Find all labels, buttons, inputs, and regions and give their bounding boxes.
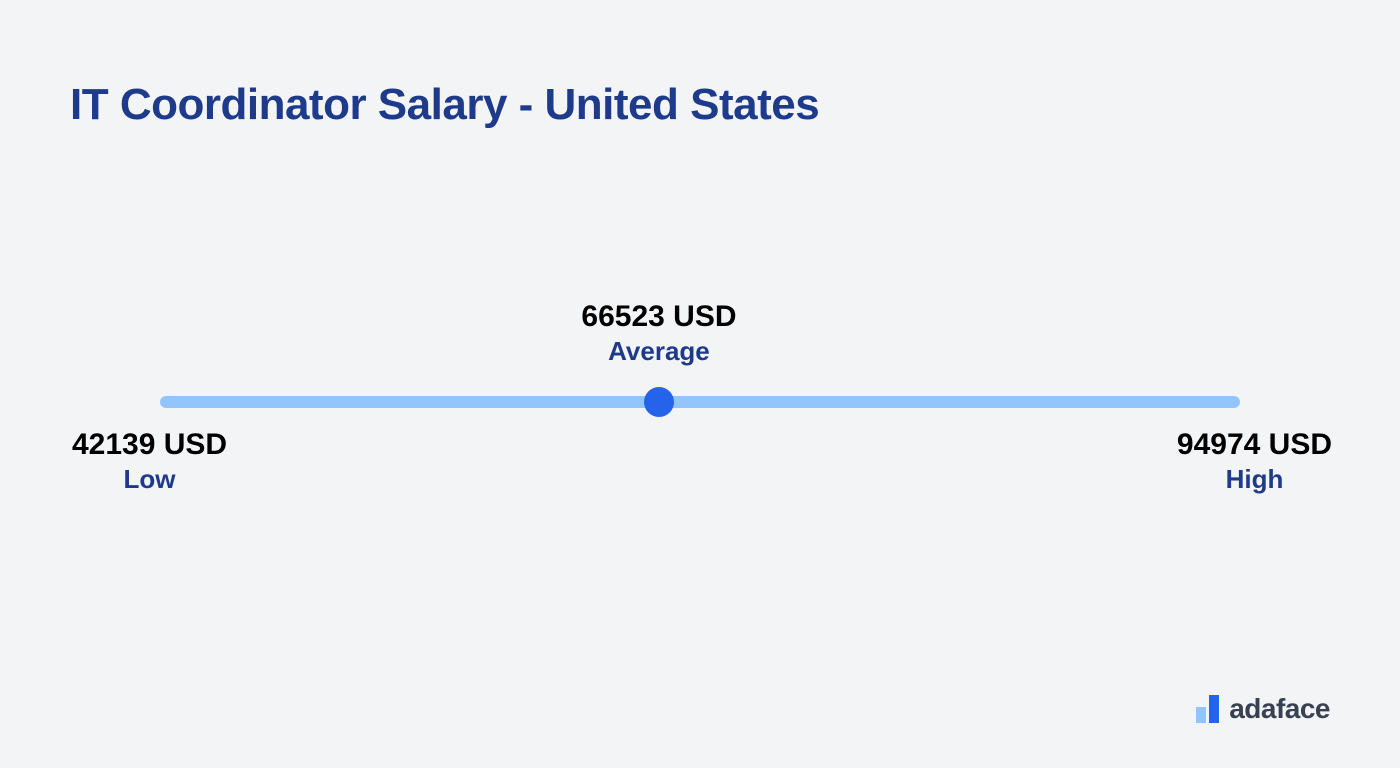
high-value: 94974 USD	[1177, 428, 1332, 462]
chart-title: IT Coordinator Salary - United States	[70, 80, 1330, 130]
infographic-container: IT Coordinator Salary - United States 66…	[0, 0, 1400, 768]
logo-bars-icon	[1196, 695, 1219, 723]
low-label-group: 42139 USD Low	[72, 428, 227, 495]
high-label-group: 94974 USD High	[1177, 428, 1332, 495]
logo-bar-short	[1196, 707, 1206, 723]
brand-logo: adaface	[1196, 695, 1330, 723]
low-value: 42139 USD	[72, 428, 227, 462]
range-bar	[160, 396, 1240, 408]
average-marker	[644, 387, 674, 417]
logo-text: adaface	[1229, 695, 1330, 723]
low-label: Low	[72, 464, 227, 495]
average-label: Average	[581, 336, 736, 367]
average-value: 66523 USD	[581, 300, 736, 334]
average-label-group: 66523 USD Average	[581, 300, 736, 367]
logo-bar-tall	[1209, 695, 1219, 723]
high-label: High	[1177, 464, 1332, 495]
